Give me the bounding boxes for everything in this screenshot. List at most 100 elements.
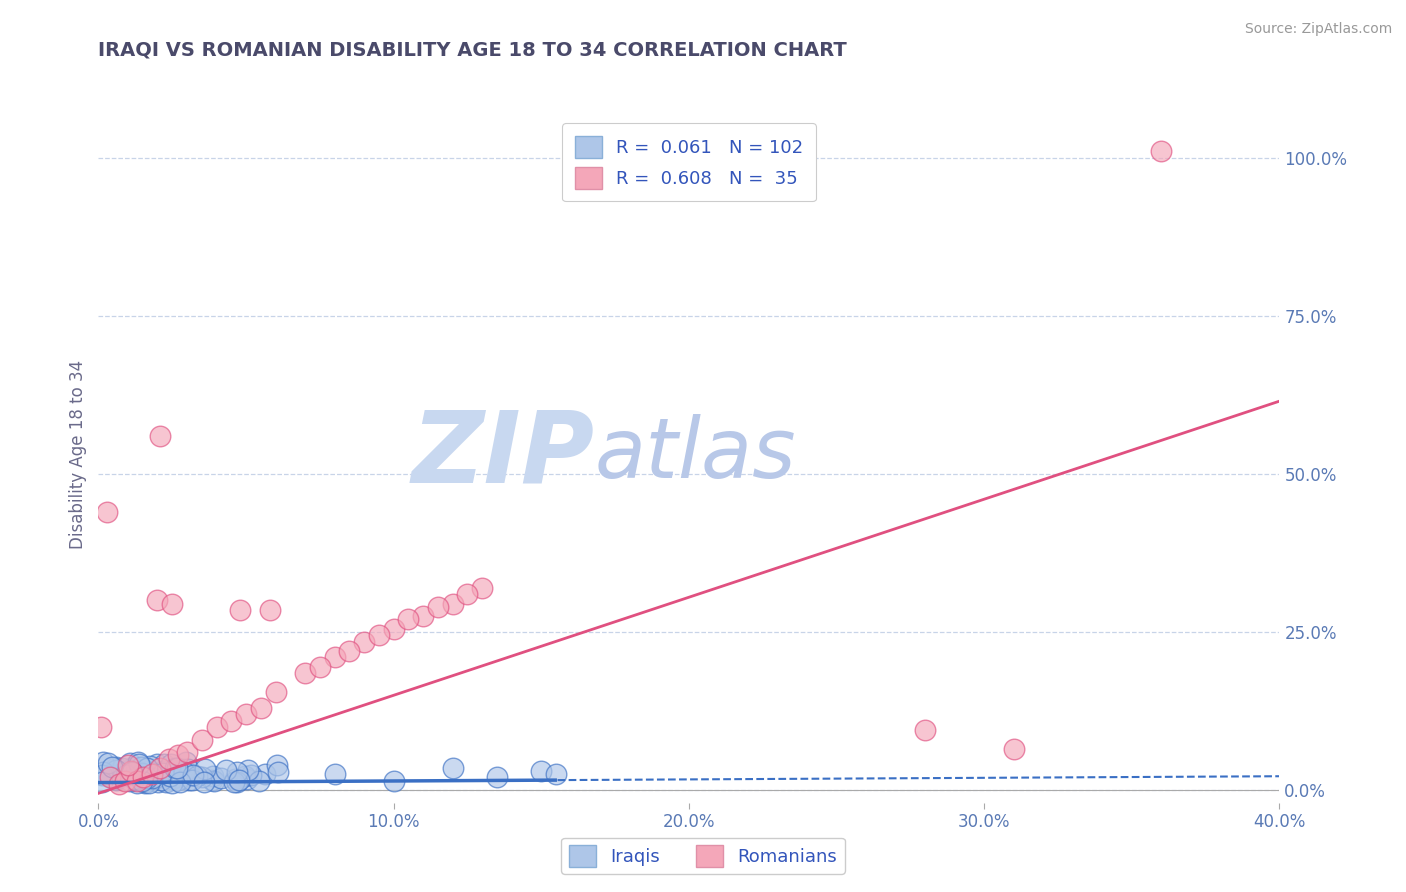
Point [125, 776, 148, 790]
Point [240, 768, 263, 782]
Point [115, 768, 138, 782]
Point [131, 773, 153, 788]
Point [194, 763, 217, 777]
Point [266, 765, 288, 780]
Point [226, 775, 249, 789]
Point [215, 763, 238, 777]
Point [153, 756, 176, 771]
Point [191, 732, 214, 747]
Point [110, 767, 132, 781]
Point [93, 755, 115, 769]
Point [209, 772, 232, 786]
Text: ZIP: ZIP [412, 407, 595, 503]
Point [233, 769, 256, 783]
Point [143, 771, 166, 785]
Point [120, 764, 142, 779]
Point [226, 765, 249, 780]
Point [247, 773, 270, 788]
Point [546, 767, 568, 781]
Point [120, 773, 142, 788]
Point [309, 660, 332, 674]
Point [254, 767, 277, 781]
Point [157, 751, 180, 765]
Point [127, 769, 149, 783]
Point [141, 771, 163, 785]
Point [456, 587, 478, 601]
Point [124, 772, 146, 787]
Point [91, 764, 114, 779]
Point [193, 774, 215, 789]
Point [186, 769, 208, 783]
Point [121, 760, 143, 774]
Point [139, 759, 162, 773]
Point [191, 770, 214, 784]
Point [224, 772, 246, 786]
Point [121, 772, 143, 786]
Point [1002, 742, 1025, 756]
Point [136, 771, 159, 785]
Point [118, 756, 141, 771]
Point [117, 757, 139, 772]
Point [138, 770, 160, 784]
Legend: R =  0.061   N = 102, R =  0.608   N =  35: R = 0.061 N = 102, R = 0.608 N = 35 [562, 123, 815, 202]
Point [100, 760, 122, 774]
Point [90, 767, 112, 781]
Point [530, 764, 553, 779]
Point [91, 774, 114, 789]
Legend: Iraqis, Romanians: Iraqis, Romanians [561, 838, 845, 874]
Text: atlas: atlas [595, 415, 796, 495]
Point [132, 774, 155, 789]
Point [124, 767, 146, 781]
Point [266, 758, 288, 772]
Point [152, 764, 174, 778]
Point [382, 773, 405, 788]
Point [202, 769, 225, 783]
Point [396, 612, 419, 626]
Point [107, 771, 129, 785]
Point [132, 771, 155, 785]
Point [115, 764, 138, 779]
Text: Source: ZipAtlas.com: Source: ZipAtlas.com [1244, 22, 1392, 37]
Point [179, 772, 201, 787]
Point [205, 720, 228, 734]
Point [166, 761, 188, 775]
Point [427, 599, 450, 614]
Point [136, 764, 159, 778]
Point [146, 756, 169, 771]
Point [167, 748, 190, 763]
Point [105, 772, 128, 786]
Point [111, 762, 134, 776]
Point [200, 772, 222, 787]
Point [135, 770, 157, 784]
Point [131, 767, 153, 781]
Point [228, 772, 250, 787]
Point [471, 581, 494, 595]
Point [159, 768, 181, 782]
Point [97, 756, 120, 770]
Point [125, 765, 148, 780]
Point [173, 765, 195, 780]
Point [236, 772, 259, 786]
Point [219, 714, 242, 728]
Point [148, 771, 170, 785]
Point [169, 775, 191, 789]
Point [121, 765, 143, 780]
Point [122, 772, 145, 787]
Point [176, 762, 198, 776]
Point [90, 720, 112, 734]
Point [104, 760, 127, 774]
Point [162, 597, 183, 611]
Y-axis label: Disability Age 18 to 34: Disability Age 18 to 34 [69, 360, 87, 549]
Point [98, 771, 121, 785]
Point [141, 766, 163, 780]
Point [104, 763, 127, 777]
Point [235, 707, 257, 722]
Point [131, 765, 153, 780]
Point [382, 622, 405, 636]
Point [1150, 145, 1173, 159]
Point [149, 429, 172, 443]
Point [146, 593, 169, 607]
Point [96, 505, 118, 519]
Point [294, 666, 316, 681]
Point [136, 761, 159, 775]
